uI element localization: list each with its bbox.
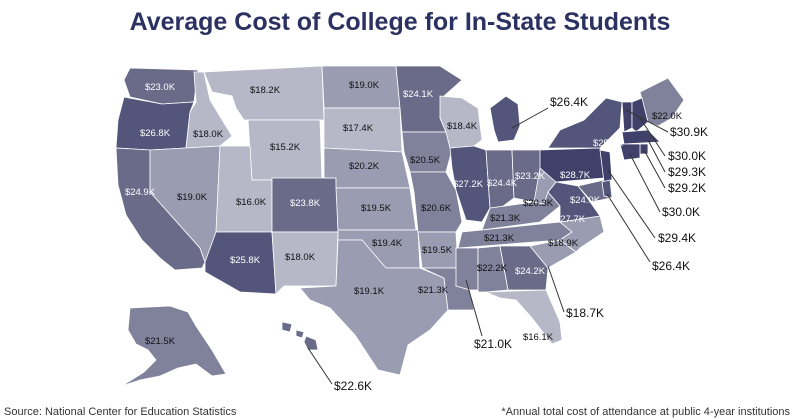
state-ri <box>639 143 649 155</box>
state-label-wv: $20.3K <box>523 198 554 209</box>
state-ga <box>499 245 549 291</box>
map-title: Average Cost of College for In-State Stu… <box>129 8 671 36</box>
callout-line-nj <box>607 169 656 239</box>
state-label-wy: $15.2K <box>270 142 301 153</box>
state-label-in: $24.4K <box>487 178 518 189</box>
callout-line-de <box>606 193 651 263</box>
state-in <box>485 149 515 211</box>
state-label-mn: $24.1K <box>403 89 434 100</box>
state-label-de: $26.4K <box>652 259 690 273</box>
state-label-la: $21.3K <box>418 285 449 296</box>
state-or <box>115 96 195 151</box>
state-mi <box>489 95 521 143</box>
state-label-il: $27.2K <box>453 179 484 190</box>
callout-line-sc <box>547 265 565 313</box>
footnote: *Annual total cost of attendance at publ… <box>501 406 790 418</box>
state-label-nd: $19.0K <box>349 80 380 91</box>
state-label-me: $22.0K <box>652 111 683 122</box>
state-label-wi: $18.4K <box>447 121 478 132</box>
state-label-oh: $23.2K <box>515 171 546 182</box>
state-label-pa: $28.7K <box>560 170 591 181</box>
state-fl <box>485 289 563 345</box>
state-label-fl: $16.1K <box>523 332 554 343</box>
state-label-ga: $24.2K <box>515 266 546 277</box>
state-label-ne: $20.2K <box>349 161 380 172</box>
state-label-mi: $26.4K <box>550 95 588 109</box>
state-label-tx: $19.1K <box>354 286 385 297</box>
state-ct <box>619 143 641 161</box>
state-mo <box>409 171 463 233</box>
callout-line-ct <box>629 153 661 213</box>
state-ia <box>401 131 453 173</box>
state-label-ky: $21.3K <box>490 213 521 224</box>
state-label-co: $23.8K <box>290 198 321 209</box>
state-label-va: $27.7K <box>555 214 586 225</box>
state-il <box>449 145 491 223</box>
state-label-tn: $21.3K <box>484 233 515 244</box>
state-label-ms: $21.0K <box>474 337 512 351</box>
callout-line-hi <box>307 347 333 385</box>
state-label-or: $26.8K <box>140 128 171 139</box>
state-label-nc: $18.9K <box>548 238 579 249</box>
state-label-hi: $22.6K <box>334 379 372 393</box>
state-label-vt: $30.9K <box>670 125 708 139</box>
callout-line-mi <box>511 107 549 129</box>
state-ak <box>121 305 227 387</box>
state-label-ak: $21.5K <box>145 336 176 347</box>
state-tx <box>299 239 449 376</box>
callout-line-ma <box>647 139 666 173</box>
state-label-nh: $30.0K <box>668 149 706 163</box>
state-label-ut: $16.0K <box>236 197 267 208</box>
state-label-id: $18.0K <box>193 129 224 140</box>
state-label-ri: $29.2K <box>668 181 706 195</box>
state-label-sd: $17.4K <box>343 123 374 134</box>
state-ms <box>455 247 479 291</box>
state-label-ar: $19.5K <box>422 245 453 256</box>
state-label-ks: $19.5K <box>361 203 392 214</box>
state-label-sc: $18.7K <box>566 306 604 320</box>
state-label-ny: $25.4K <box>593 138 624 149</box>
state-nm <box>271 231 339 295</box>
state-label-mt: $18.2K <box>250 85 281 96</box>
state-nc <box>559 215 605 253</box>
state-label-mo: $20.6K <box>421 203 452 214</box>
state-label-nv: $19.0K <box>177 192 208 203</box>
state-label-ia: $20.5K <box>410 155 441 166</box>
state-hi <box>281 321 319 351</box>
state-label-ma: $29.3K <box>668 165 706 179</box>
callout-line-nh <box>639 117 666 157</box>
source-note: Source: National Center for Education St… <box>4 406 237 418</box>
callout-line-vt <box>625 109 669 133</box>
callout-line-ri <box>643 149 666 189</box>
state-label-ok: $19.4K <box>372 238 403 249</box>
state-label-md: $24.0K <box>570 195 601 206</box>
state-label-ct: $30.0K <box>662 205 700 219</box>
state-ma <box>621 129 661 145</box>
state-label-az: $25.8K <box>230 255 261 266</box>
callout-line-ms <box>465 279 483 337</box>
state-nj <box>599 149 613 183</box>
state-vt <box>621 101 633 133</box>
state-al <box>477 245 509 293</box>
state-label-nm: $18.0K <box>285 252 316 263</box>
state-label-nj: $29.4K <box>658 231 696 245</box>
state-va <box>547 181 601 223</box>
state-label-al: $22.2K <box>477 263 508 274</box>
state-label-ca: $24.9K <box>125 187 156 198</box>
state-de <box>601 179 613 199</box>
state-label-wa: $23.0K <box>145 82 176 93</box>
state-ny <box>547 97 623 149</box>
